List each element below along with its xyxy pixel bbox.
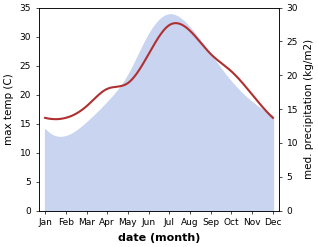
Y-axis label: max temp (C): max temp (C) [4, 73, 14, 145]
X-axis label: date (month): date (month) [118, 233, 200, 243]
Y-axis label: med. precipitation (kg/m2): med. precipitation (kg/m2) [304, 39, 314, 179]
